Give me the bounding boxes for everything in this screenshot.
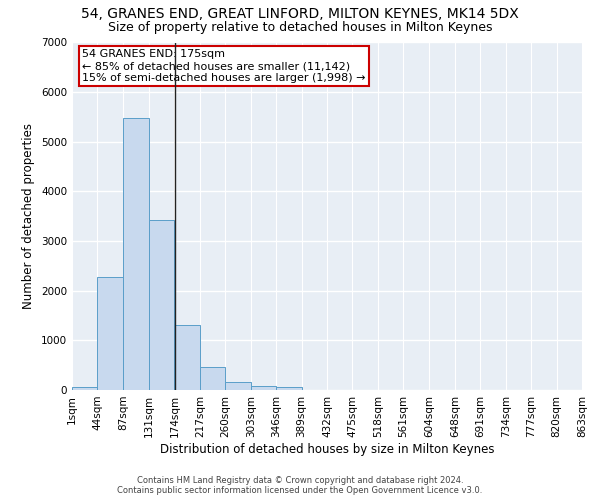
Text: 54, GRANES END, GREAT LINFORD, MILTON KEYNES, MK14 5DX: 54, GRANES END, GREAT LINFORD, MILTON KE… <box>81 8 519 22</box>
Bar <box>72 386 97 390</box>
Bar <box>175 325 200 390</box>
Bar <box>149 220 175 390</box>
Text: Contains HM Land Registry data © Crown copyright and database right 2024.
Contai: Contains HM Land Registry data © Crown c… <box>118 476 482 495</box>
Bar <box>225 382 251 390</box>
X-axis label: Distribution of detached houses by size in Milton Keynes: Distribution of detached houses by size … <box>160 442 494 456</box>
Bar <box>276 386 302 390</box>
Bar <box>251 386 276 390</box>
Text: 54 GRANES END: 175sqm
← 85% of detached houses are smaller (11,142)
15% of semi-: 54 GRANES END: 175sqm ← 85% of detached … <box>82 50 366 82</box>
Bar <box>123 118 149 390</box>
Bar <box>200 366 225 390</box>
Text: Size of property relative to detached houses in Milton Keynes: Size of property relative to detached ho… <box>108 21 492 34</box>
Bar <box>97 278 123 390</box>
Y-axis label: Number of detached properties: Number of detached properties <box>22 123 35 309</box>
